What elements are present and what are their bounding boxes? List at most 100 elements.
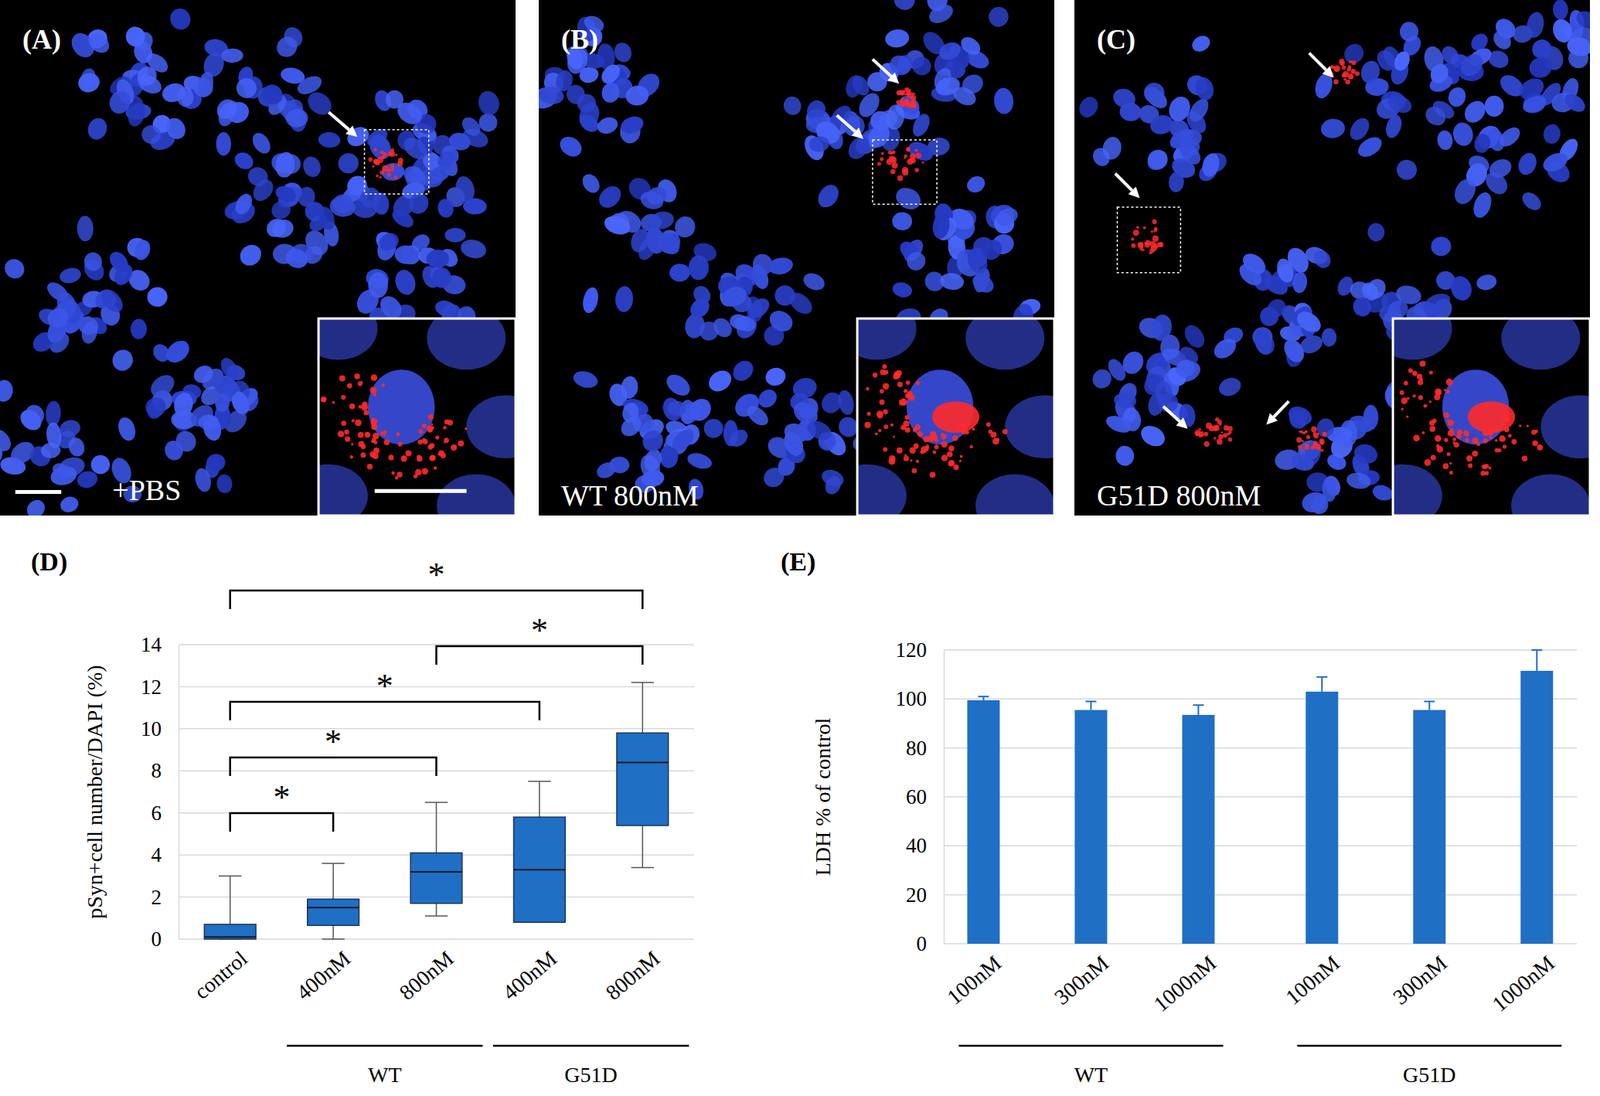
nucleus: [762, 365, 788, 389]
nucleus: [1501, 318, 1580, 370]
psyn-signal: [882, 409, 889, 416]
psyn-signal: [375, 174, 379, 178]
psyn-signal: [1218, 434, 1224, 440]
psyn-signal: [925, 444, 930, 449]
nucleus: [843, 72, 866, 100]
nucleus: [285, 108, 310, 130]
nucleus: [1392, 318, 1452, 361]
nucleus: [162, 438, 187, 463]
nucleus: [1321, 476, 1338, 502]
nucleus: [235, 240, 266, 270]
nucleus: [318, 318, 378, 361]
arrow-shaft: [1115, 173, 1133, 191]
nucleus: [617, 412, 646, 440]
psyn-signal: [440, 452, 446, 459]
psyn-signal: [1002, 428, 1008, 435]
nucleus: [728, 356, 758, 385]
box: [204, 924, 256, 940]
psyn-signal: [344, 435, 351, 442]
psyn-aggregate: [932, 401, 980, 433]
nucleus: [611, 40, 634, 65]
psyn-signal: [883, 424, 889, 429]
nucleus: [423, 161, 454, 188]
psyn-signal: [1446, 378, 1454, 386]
nucleus: [1382, 112, 1404, 140]
psyn-signal: [1531, 440, 1538, 446]
nucleus: [1075, 93, 1102, 121]
psyn-signal: [1314, 442, 1318, 446]
psyn-signal: [1159, 242, 1164, 247]
nucleus: [432, 298, 459, 320]
psyn-signal: [428, 455, 436, 462]
psyn-signal: [1348, 60, 1352, 64]
nucleus: [23, 496, 49, 516]
psyn-signal: [390, 167, 395, 172]
psyn-signal: [1494, 439, 1498, 443]
nucleus: [597, 61, 623, 88]
tick-label: 800nM: [394, 946, 459, 1005]
inset: [1363, 296, 1600, 538]
panel-caption: +PBS: [112, 473, 181, 507]
psyn-signal: [900, 398, 908, 406]
psyn-signal: [1408, 367, 1413, 373]
nucleus: [719, 283, 750, 310]
nucleus: [1573, 8, 1590, 31]
nucleus: [1385, 91, 1415, 117]
psyn-signal: [398, 442, 403, 447]
axis-line: [943, 650, 946, 945]
psyn-signal: [915, 152, 922, 158]
psyn-signal: [1300, 449, 1304, 452]
nucleus: [857, 318, 916, 361]
psyn-signal: [897, 381, 903, 388]
nucleus: [1436, 129, 1454, 151]
nucleus: [1199, 151, 1223, 180]
psyn-signal: [1526, 424, 1529, 427]
psyn-signal: [371, 420, 376, 426]
nucleus: [709, 314, 736, 341]
nucleus: [1552, 0, 1570, 21]
nucleus: [726, 425, 752, 450]
psyn-signal: [909, 156, 916, 164]
nucleus: [129, 318, 147, 340]
psyn-signal: [1403, 381, 1409, 386]
psyn-signal: [1204, 441, 1210, 447]
nucleus: [273, 150, 297, 180]
y-tick: 10: [140, 717, 179, 741]
tick-label: 20: [905, 883, 927, 907]
nucleus: [1391, 48, 1413, 73]
psyn-signal: [360, 404, 368, 412]
scale-bar: [15, 490, 62, 494]
nucleus: [602, 212, 634, 238]
psyn-signal: [1296, 436, 1302, 443]
arrow-head: [1322, 66, 1335, 79]
nucleus: [578, 170, 603, 197]
psyn-signal: [1301, 439, 1304, 443]
zoom-box: [1116, 207, 1181, 273]
nucleus: [0, 255, 29, 283]
nucleus: [376, 229, 402, 255]
psyn-signal: [960, 455, 964, 459]
nucleus: [780, 93, 804, 118]
nucleus: [803, 416, 835, 444]
nucleus: [1542, 122, 1563, 146]
psyn-signal: [415, 469, 423, 477]
nucleus: [426, 249, 450, 269]
psyn-signal: [876, 410, 884, 418]
nucleus: [273, 183, 299, 205]
nucleus: [1210, 334, 1240, 363]
psyn-signal: [387, 172, 392, 177]
nucleus: [57, 494, 81, 515]
grid-line: [943, 698, 1577, 701]
psyn-signal: [881, 364, 887, 369]
psyn-signal: [879, 156, 884, 161]
psyn-signal: [433, 466, 437, 470]
nucleus: [1263, 295, 1291, 322]
arrow-head: [887, 72, 899, 85]
nucleus: [1370, 482, 1395, 504]
nucleus: [1289, 451, 1316, 474]
nucleus: [105, 248, 133, 276]
psyn-signal: [369, 386, 377, 394]
x-tick: 800nM: [601, 945, 665, 1005]
panel-label: (C): [1096, 23, 1136, 55]
psyn-signal: [1152, 219, 1158, 225]
